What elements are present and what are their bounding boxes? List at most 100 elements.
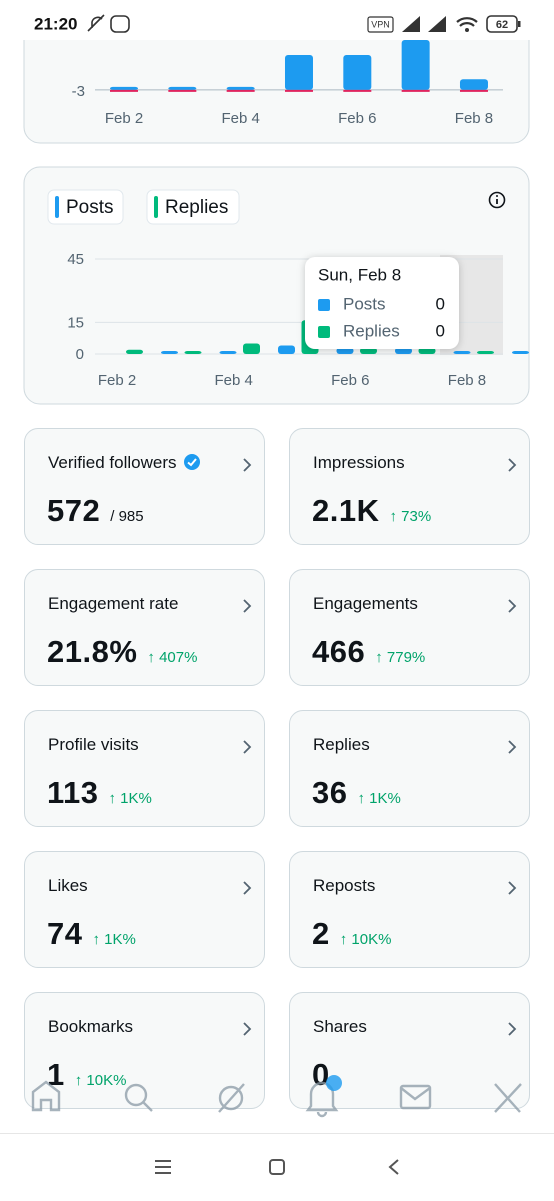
bar [360,347,377,354]
chevron [243,740,252,754]
x-tick-label: Feb 4 [214,372,252,389]
metric-value: 113 ↑ 1K% [47,775,152,811]
metric-value: 21.8% ↑ 407% [47,634,197,670]
x-tick-label: Feb 2 [98,372,136,389]
legend-chip[interactable] [47,189,124,225]
metric-number: 1 [47,1057,65,1092]
home-icon[interactable] [31,1080,61,1112]
chevron [243,458,252,472]
negative-strip [226,89,255,92]
metric-value: 2 ↑ 10K% [312,916,391,952]
legend-swatch [154,196,158,218]
metric-number: 2.1K [312,493,380,528]
charts: -3 Feb 2 Feb 4 Feb 6 Feb 8 0 15 45 Feb 2 Feb 4 Feb… [23,0,530,405]
metric-card[interactable]: Profile visits 113 ↑ 1K% [24,710,265,827]
negative-strip [110,89,138,92]
tooltip-swatch [318,299,330,311]
x-tick-label: Feb 4 [221,110,259,127]
search-icon [142,1101,153,1112]
status-bar: 21:20 VPN 62 [0,0,554,40]
metric-title: Replies [313,735,370,755]
system-nav [0,1133,554,1201]
x-tick-label: Feb 2 [105,110,143,127]
metric-number: 466 [312,634,366,669]
metric-value: 74 ↑ 1K% [47,916,136,952]
metric-card[interactable]: Engagement rate 21.8% ↑ 407% [24,569,265,686]
y-tick-label: 45 [67,251,84,268]
signal-icon [428,16,446,32]
metric-title-text: Shares [313,1017,367,1036]
search-icon[interactable] [124,1083,148,1107]
x-tick-label: Feb 8 [455,110,493,127]
tooltip [305,257,459,349]
menu-button[interactable] [155,1160,171,1174]
bar [418,347,436,354]
metric-value: 36 ↑ 1K% [312,775,401,811]
metric-change: ↑ 10K% [339,931,392,948]
vpn-box [367,16,394,33]
metric-title-text: Bookmarks [48,1017,134,1036]
metric-title: Likes [48,876,88,896]
metric-change: ↑ 1K% [108,790,152,807]
x-icon[interactable] [494,1083,522,1113]
y-tick-label: -3 [72,83,85,100]
legend-label: Posts [66,197,114,218]
bar [336,347,354,354]
negative-strip [168,89,197,92]
negative-strip [401,89,430,92]
grok-icon [218,1083,245,1113]
bar [453,351,471,354]
metric-card[interactable]: Replies 36 ↑ 1K% [289,710,530,827]
x-tick-label: Feb 8 [448,372,486,389]
metric-value: 572 / 985 [47,493,144,529]
metric-value: 1 ↑ 10K% [47,1057,126,1093]
metric-title-text: Verified followers [48,453,177,472]
home-button[interactable] [269,1159,285,1175]
back-button[interactable] [388,1159,399,1175]
bar [395,347,412,354]
signal-icon [402,16,420,32]
metric-change: ↑ 1K% [92,931,136,948]
metric-card[interactable]: Impressions 2.1K ↑ 73% [289,428,530,545]
bar [512,351,529,354]
metric-card[interactable]: Engagements 466 ↑ 779% [289,569,530,686]
info-icon [496,195,498,197]
metric-card[interactable]: Verified followers 572 / 985 [24,428,265,545]
tooltip-swatch [318,326,330,338]
metric-number: 36 [312,775,348,810]
grok-icon[interactable] [218,1085,244,1111]
chevron [508,458,517,472]
mail-icon[interactable] [399,1084,432,1110]
metric-title: Profile visits [48,735,139,755]
x-tick-label: Feb 6 [331,372,369,389]
x-tick-label: Feb 6 [338,110,376,127]
bell-icon[interactable] [305,1081,339,1118]
metric-title: Engagement rate [48,594,178,614]
tooltip-value: 0 [436,294,445,313]
metric-change: ↑ 73% [389,508,432,525]
metric-change: ↑ 407% [147,649,198,666]
bar [477,351,494,354]
metric-change: ↑ 10K% [74,1072,127,1089]
battery [518,21,521,27]
metric-card[interactable]: Reposts 2 ↑ 10K% [289,851,530,968]
metric-title: Reposts [313,876,375,896]
metric-title-text: Engagements [313,594,418,613]
battery [486,15,518,33]
metric-number: 2 [312,916,330,951]
metric-title-text: Engagement rate [48,594,179,613]
metric-title: Engagements [313,594,418,614]
metric-card[interactable]: Likes 74 ↑ 1K% [24,851,265,968]
bar [278,345,295,354]
metric-value: 2.1K ↑ 73% [312,493,431,529]
bar [226,86,255,90]
metric-number: 74 [47,916,83,951]
bar [110,86,138,90]
info-icon[interactable] [488,191,506,209]
metric-number: 113 [47,775,99,810]
metric-title-text: Impressions [313,453,405,472]
legend-chip[interactable] [146,189,240,225]
metric-number: 572 [47,493,101,528]
bar [168,86,197,90]
